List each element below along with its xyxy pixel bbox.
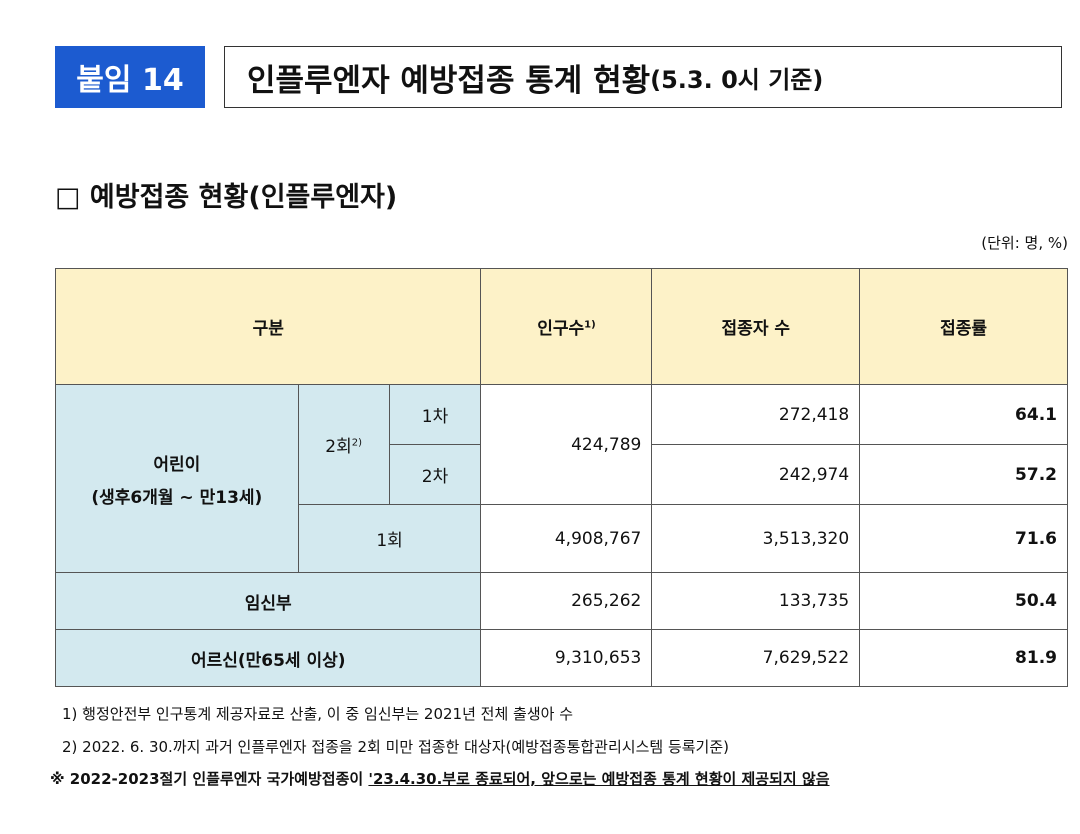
badge: 붙임 14 bbox=[55, 46, 205, 108]
header-cell: 접종률 bbox=[859, 268, 1068, 385]
header-text: 인구수 bbox=[537, 319, 585, 339]
cell: 272,418 bbox=[651, 384, 861, 445]
cell: 81.9 bbox=[859, 629, 1068, 687]
header-cell: 인구수1) bbox=[480, 268, 653, 385]
title: 인플루엔자 예방접종 통계 현황 bbox=[247, 62, 651, 99]
sub-label: 2회2) bbox=[297, 384, 390, 505]
note-text: ※ 2022-2023절기 인플루엔자 국가예방접종이 bbox=[50, 770, 369, 788]
section-title: □ 예방접종 현황(인플루엔자) bbox=[55, 182, 398, 213]
cell: 4,908,767 bbox=[480, 504, 653, 573]
footnote: 2) 2022. 6. 30.까지 과거 인플루엔자 접종을 2회 미만 접종한… bbox=[62, 738, 730, 756]
table: 구분 인구수1) 접종자 수 접종률 어린이 (생후6개월 ~ 만13세) 2회2… bbox=[54, 268, 1068, 687]
cell: 133,735 bbox=[651, 572, 861, 630]
note-mark: 1) bbox=[584, 319, 596, 331]
label: 어린이 bbox=[153, 454, 201, 475]
cell: 3,513,320 bbox=[651, 504, 861, 573]
note: ※ 2022-2023절기 인플루엔자 국가예방접종이 '23.4.30.부로 … bbox=[50, 768, 830, 789]
title-suffix: (5.3. 0시 기준) bbox=[650, 65, 824, 94]
sub-label: 1회 bbox=[297, 504, 482, 573]
cell: 71.6 bbox=[859, 504, 1068, 573]
footnote: 1) 행정안전부 인구통계 제공자료로 산출, 이 중 임신부는 2021년 전… bbox=[62, 705, 573, 723]
dose-label: 1차 bbox=[388, 384, 482, 445]
note-underlined: '23.4.30.부로 종료되어, 앞으로는 예방접종 통계 현황이 제공되지 … bbox=[368, 770, 830, 788]
cell: 424,789 bbox=[480, 384, 653, 505]
row-label: 임신부 bbox=[54, 572, 482, 630]
cell: 265,262 bbox=[480, 572, 653, 630]
row-label: 어르신(만65세 이상) bbox=[54, 629, 482, 687]
cell: 64.1 bbox=[859, 384, 1068, 445]
cell: 242,974 bbox=[651, 444, 861, 505]
unit: (단위: 명, %) bbox=[981, 234, 1068, 252]
sublabel: (생후6개월 ~ 만13세) bbox=[91, 487, 263, 508]
row-label: 어린이 (생후6개월 ~ 만13세) bbox=[55, 384, 299, 573]
title-box: 인플루엔자 예방접종 통계 현황 (5.3. 0시 기준) bbox=[224, 46, 1062, 108]
cell: 7,629,522 bbox=[651, 629, 861, 687]
label: 2회 bbox=[325, 437, 352, 457]
header-cell: 구분 bbox=[54, 268, 482, 385]
header-cell: 접종자 수 bbox=[651, 268, 861, 385]
note-mark: 2) bbox=[351, 437, 362, 449]
dose-label: 2차 bbox=[388, 444, 482, 505]
cell: 57.2 bbox=[859, 444, 1068, 505]
cell: 50.4 bbox=[859, 572, 1068, 630]
cell: 9,310,653 bbox=[480, 629, 653, 687]
